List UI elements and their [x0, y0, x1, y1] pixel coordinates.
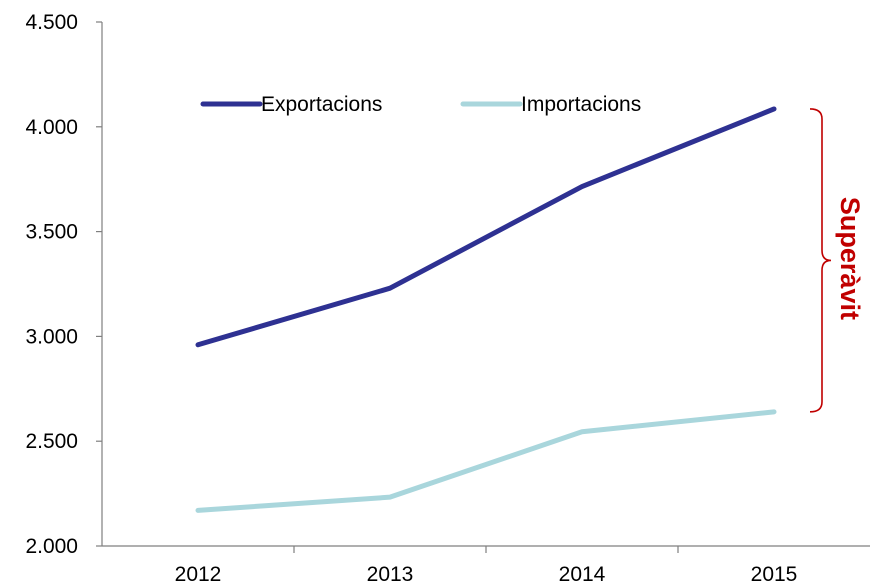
legend-label-importacions: Importacions	[521, 93, 641, 116]
x-tick-label: 2015	[751, 563, 798, 584]
y-tick-label: 3.500	[25, 221, 78, 244]
chart-legend: Exportacions Importacions	[200, 93, 641, 116]
y-tick-label: 4.000	[25, 116, 78, 139]
series-line-exportacions	[195, 106, 777, 348]
surplus-annotation: Superàvit	[809, 108, 865, 413]
x-tick-label: 2012	[175, 563, 222, 584]
y-tick-label: 3.000	[25, 325, 78, 348]
series-lines	[195, 106, 777, 513]
legend-label-exportacions: Exportacions	[261, 93, 382, 116]
x-tick-label: 2013	[367, 563, 414, 584]
chart-axes: 2.000 2.500 3.000 3.500 4.000 4.500 2012 2013 20…	[25, 11, 870, 584]
y-tick-label: 2.500	[25, 430, 78, 453]
surplus-brace	[809, 108, 832, 413]
series-line-importacions	[195, 409, 777, 513]
x-tick-label: 2014	[559, 563, 606, 584]
y-tick-label: 2.000	[25, 535, 78, 558]
surplus-label: Superàvit	[835, 197, 865, 320]
y-tick-label: 4.500	[25, 11, 78, 34]
